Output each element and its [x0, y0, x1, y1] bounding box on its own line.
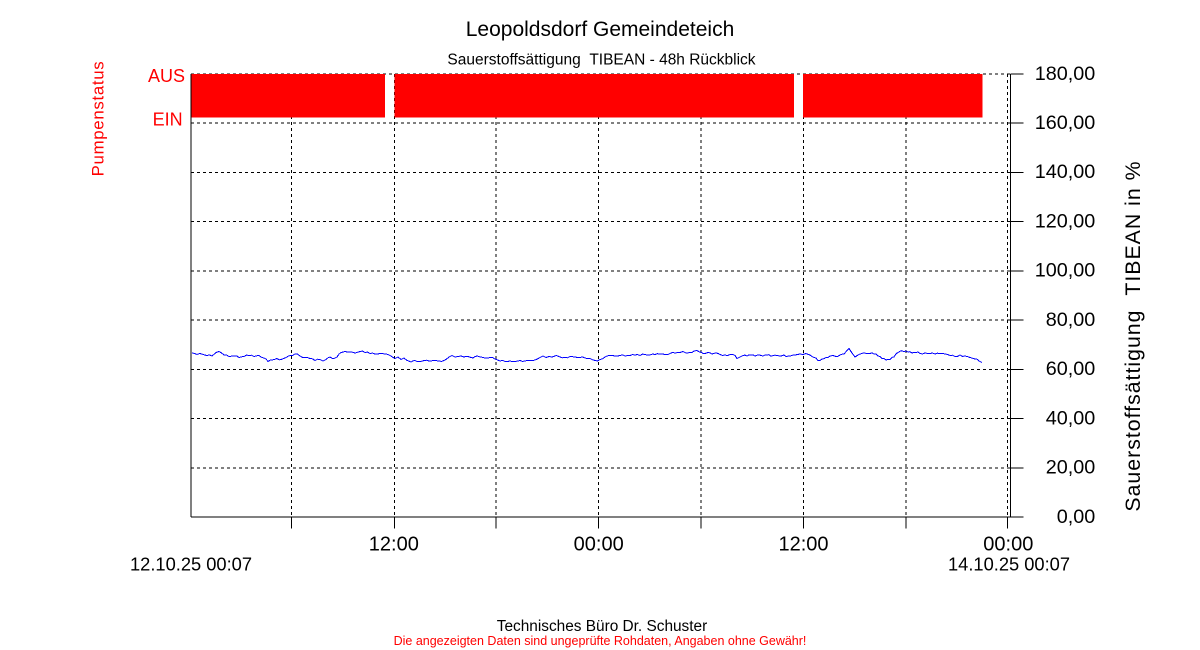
svg-text:Die angezeigten Daten sind ung: Die angezeigten Daten sind ungeprüfte Ro…: [394, 634, 807, 648]
svg-text:EIN: EIN: [153, 110, 183, 130]
svg-text:00:00: 00:00: [574, 534, 624, 556]
svg-text:Technisches Büro Dr. Schuster: Technisches Büro Dr. Schuster: [497, 618, 707, 635]
svg-text:80,00: 80,00: [1046, 309, 1096, 331]
svg-text:Pumpenstatus: Pumpenstatus: [89, 61, 108, 177]
svg-text:Sauerstoffsättigung TIBEAN in: Sauerstoffsättigung TIBEAN in %: [1121, 160, 1145, 511]
svg-text:Sauerstoffsättigung TIBEAN -: Sauerstoffsättigung TIBEAN - 48h Rückbli…: [447, 51, 755, 68]
svg-text:12:00: 12:00: [369, 534, 419, 556]
svg-text:12.10.25 00:07: 12.10.25 00:07: [130, 554, 252, 575]
svg-text:20,00: 20,00: [1046, 457, 1096, 479]
svg-text:140,00: 140,00: [1035, 161, 1096, 183]
svg-text:12:00: 12:00: [778, 534, 828, 556]
svg-text:40,00: 40,00: [1046, 407, 1096, 429]
svg-text:100,00: 100,00: [1035, 260, 1096, 282]
svg-text:AUS: AUS: [148, 66, 185, 86]
svg-text:160,00: 160,00: [1035, 112, 1096, 134]
svg-text:Leopoldsdorf Gemeindeteich: Leopoldsdorf Gemeindeteich: [466, 18, 735, 41]
svg-text:180,00: 180,00: [1035, 63, 1096, 85]
svg-text:60,00: 60,00: [1046, 358, 1096, 380]
svg-text:00:00: 00:00: [983, 534, 1033, 556]
svg-text:120,00: 120,00: [1035, 211, 1096, 233]
svg-text:0,00: 0,00: [1057, 506, 1096, 528]
svg-text:14.10.25 00:07: 14.10.25 00:07: [948, 554, 1070, 575]
